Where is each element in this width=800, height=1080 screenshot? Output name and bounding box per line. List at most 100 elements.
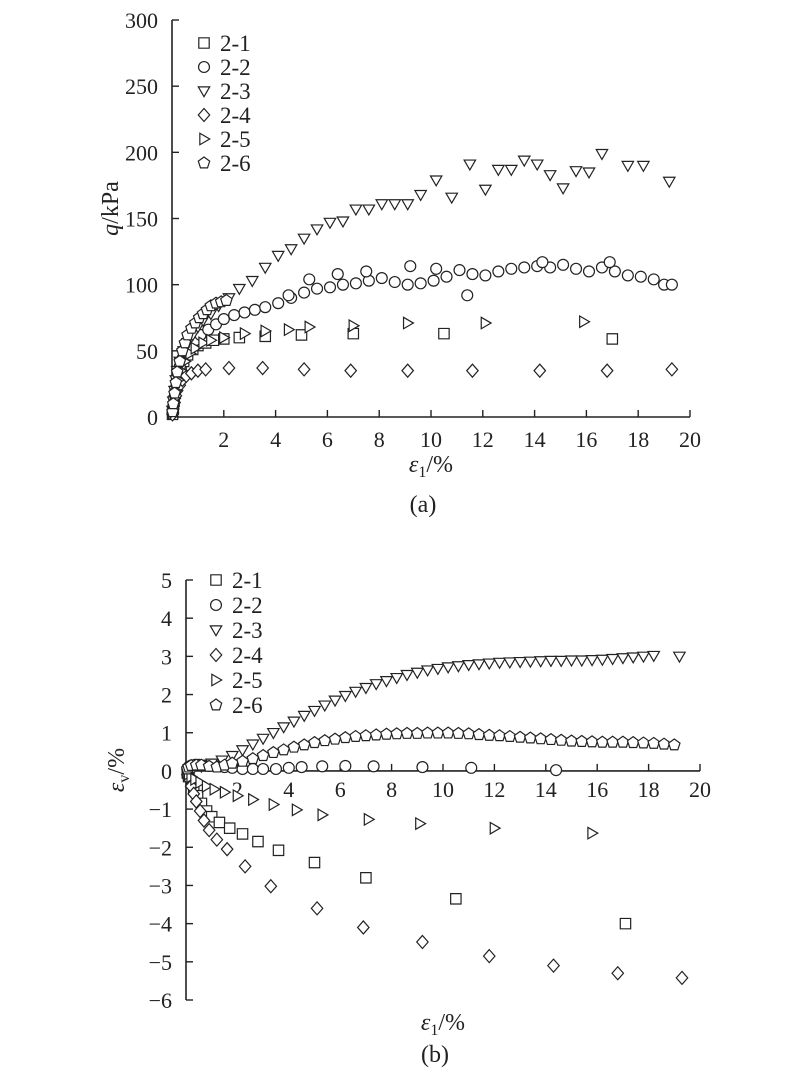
data-point (360, 872, 372, 884)
data-point (168, 386, 181, 399)
y-tick-label-b: −1 (149, 797, 172, 822)
data-point (493, 729, 506, 742)
data-point (450, 893, 462, 905)
data-point (310, 900, 324, 916)
legend-marker (209, 625, 223, 637)
data-point (363, 812, 376, 827)
data-point (523, 731, 537, 744)
svg-text:q/kPa: q/kPa (98, 181, 124, 236)
data-point (197, 813, 211, 828)
data-point (451, 661, 466, 673)
data-point (219, 785, 232, 800)
x-tick-label-a: 4 (270, 427, 281, 452)
legend-marker (211, 673, 223, 687)
y-axis-title-b: εv/% (104, 748, 133, 792)
legend-a: 2-12-22-32-42-52-6 (197, 31, 251, 176)
data-point (257, 762, 270, 776)
data-point (430, 262, 443, 275)
data-point (390, 727, 404, 740)
data-point (297, 233, 311, 246)
data-point (246, 739, 260, 752)
data-point (665, 361, 679, 377)
data-point (482, 948, 496, 964)
y-tick-label-b: 3 (161, 644, 172, 669)
panel-label-a: (a) (410, 492, 437, 518)
data-point (608, 265, 621, 278)
data-point (550, 764, 563, 777)
data-point (402, 316, 415, 330)
data-point (465, 363, 479, 379)
data-point (543, 170, 557, 182)
data-point (414, 277, 427, 290)
data-point (478, 184, 493, 197)
data-point (480, 316, 493, 330)
x-tick-label-b: 18 (638, 777, 660, 802)
y-tick-label-a: 150 (125, 207, 158, 232)
data-point (503, 657, 517, 670)
data-point (198, 336, 210, 350)
data-point (239, 326, 252, 341)
legend-label: 2-4 (232, 643, 263, 668)
data-point (626, 735, 640, 749)
data-point (202, 822, 216, 838)
data-point (621, 269, 634, 282)
data-point (323, 281, 337, 294)
data-point (536, 256, 549, 269)
data-point (318, 734, 332, 747)
y-tick-label-a: 200 (125, 140, 158, 165)
data-point (431, 726, 445, 739)
legend-marker (210, 574, 222, 586)
data-point (513, 730, 527, 743)
data-point (611, 965, 625, 981)
data-point (465, 761, 478, 774)
legend-b: 2-12-22-32-42-52-6 (209, 568, 263, 718)
legend-label: 2-1 (232, 568, 263, 593)
data-point (472, 727, 486, 741)
data-point (431, 663, 445, 676)
data-point (582, 265, 596, 278)
data-point (634, 270, 647, 283)
data-point (328, 732, 342, 745)
x-tick-label-a: 10 (420, 427, 442, 452)
data-point (585, 655, 599, 667)
data-point (438, 327, 450, 340)
data-point (331, 268, 344, 281)
data-point (401, 363, 415, 379)
data-point (463, 159, 477, 172)
data-point (421, 726, 434, 739)
y-tick-label-a: 0 (147, 405, 158, 430)
data-point (173, 354, 187, 367)
data-point (582, 167, 596, 180)
x-tick-label-b: 4 (283, 777, 294, 802)
data-point (248, 303, 261, 316)
data-point (482, 658, 497, 671)
data-point (264, 878, 278, 894)
data-point (235, 745, 250, 757)
data-point (268, 797, 281, 812)
data-point (318, 700, 332, 713)
data-point (621, 160, 635, 173)
data-point (232, 283, 247, 296)
x-tick-label-b: 8 (386, 777, 397, 802)
data-point (546, 958, 561, 974)
legend-marker (197, 86, 211, 98)
y-tick-label-a: 300 (125, 8, 158, 33)
data-point (504, 164, 519, 177)
data-point (316, 760, 329, 773)
data-point (462, 727, 476, 740)
data-point (246, 751, 260, 765)
data-point (219, 293, 233, 306)
legend-marker (209, 698, 223, 711)
data-point (297, 361, 311, 377)
data-point (410, 726, 424, 739)
legend-item: 2-1 (210, 568, 263, 593)
data-point (310, 224, 324, 237)
data-point (256, 360, 270, 376)
data-point (492, 657, 507, 670)
data-point (258, 262, 273, 275)
data-point (453, 264, 466, 277)
data-point (222, 360, 236, 376)
data-point (523, 656, 538, 669)
y-tick-label-b: −6 (149, 988, 172, 1013)
